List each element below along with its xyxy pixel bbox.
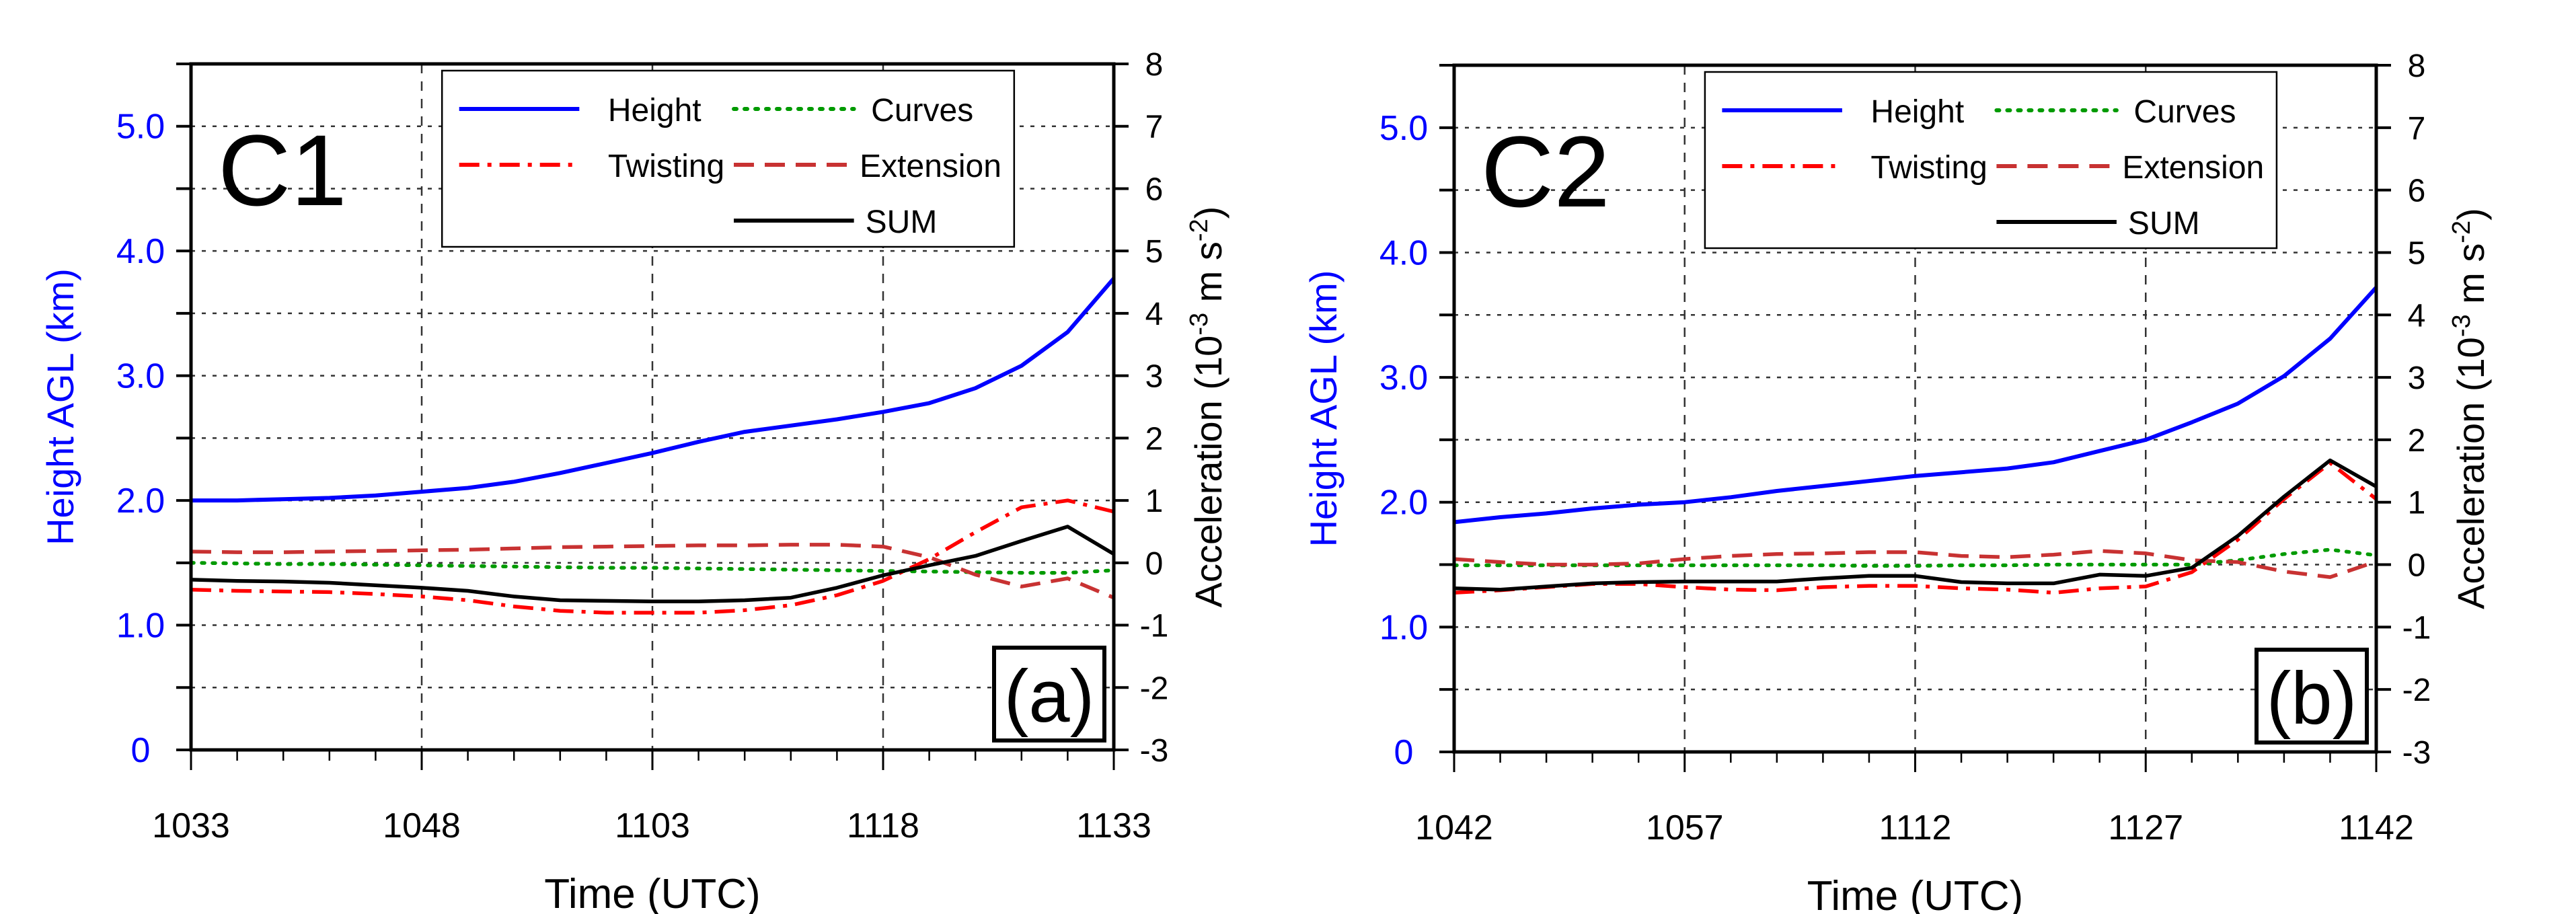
x-tick-label: 1033 [152, 806, 230, 845]
right-axis-title-part: -2 [2448, 221, 2476, 243]
x-tick-label: 1103 [615, 806, 690, 845]
series-line-curves [1452, 547, 2378, 568]
left-tick-label: 3.0 [1379, 358, 1428, 397]
x-tick-label: 1118 [847, 806, 919, 845]
x-tick-label: 1057 [1646, 808, 1724, 847]
legend-label-twisting: Twisting [608, 149, 724, 184]
left-tick-label: 0 [1394, 733, 1414, 772]
right-tick-label: 1 [2408, 486, 2426, 521]
right-tick-label: -2 [1140, 671, 1169, 706]
series-line-twisting [1453, 461, 2378, 595]
series-line-sum [190, 525, 1115, 604]
x-tick-label: 1042 [1415, 808, 1493, 847]
right-tick-label: 8 [2408, 48, 2426, 84]
panel-label-box [992, 646, 1106, 742]
legend-label-height: Height [1870, 94, 1964, 130]
right-tick-label: 2 [2408, 423, 2426, 459]
right-tick-label: 6 [1145, 172, 1164, 207]
panel-title: C1 [218, 114, 347, 227]
x-axis-title: Time (UTC) [544, 871, 760, 914]
legend-label-twisting: Twisting [1870, 150, 1987, 186]
legend-label-sum: SUM [2128, 206, 2200, 241]
legend-box [1704, 71, 2278, 250]
right-tick-label: 8 [1145, 47, 1164, 83]
x-tick-label: 1048 [383, 806, 461, 845]
right-axis-title-part: m s [2450, 243, 2492, 315]
right-axis-title-part: m s [1187, 241, 1229, 313]
right-axis-title: Acceleration (10-3 m s-2) [1185, 206, 1229, 608]
right-tick-label: 7 [1145, 110, 1164, 145]
panel-label-box [2255, 648, 2369, 745]
panel-a: -3 -2 -1 0 1 2 3 4 5 6 7 8 1033 1048 1103 1118 1133 0 1.0 2… [39, 47, 1229, 914]
right-tick-label: 0 [1145, 546, 1164, 582]
left-tick-label: 4.0 [116, 232, 165, 271]
legend-label-curves: Curves [871, 93, 973, 128]
legend-label-curves: Curves [2133, 94, 2236, 130]
panel-label: (b) [2267, 657, 2357, 740]
x-tick-label: 1133 [1076, 806, 1151, 845]
plot-frame [1452, 63, 2378, 754]
right-tick-label: 3 [2408, 360, 2426, 396]
right-axis-title-part: Acceleration (10 [1187, 336, 1229, 608]
right-axis-title-part: ) [1187, 206, 1229, 219]
plot-frame [189, 62, 1116, 752]
right-tick-label: 5 [1145, 234, 1164, 270]
right-tick-label: 0 [2408, 548, 2426, 584]
x-tick-label: 1127 [2108, 808, 2183, 847]
left-tick-label: 3.0 [116, 357, 165, 396]
right-tick-label: 7 [2408, 111, 2426, 147]
right-axis-title-part: -3 [2448, 314, 2476, 337]
right-tick-label: 4 [1145, 297, 1164, 332]
legend-label-height: Height [608, 93, 702, 128]
left-axis-title: Height AGL (km) [39, 268, 81, 545]
x-tick-label: 1142 [2339, 808, 2414, 847]
left-tick-label: 4.0 [1379, 233, 1428, 272]
legend-label-extension: Extension [860, 149, 1001, 184]
panel-label: (a) [1004, 655, 1094, 738]
right-tick-label: 6 [2408, 174, 2426, 209]
panel-title: C2 [1481, 115, 1610, 228]
right-axis-title-part: -3 [1185, 313, 1213, 336]
series-line-height [191, 277, 1116, 503]
x-tick-label: 1112 [1879, 808, 1952, 847]
right-tick-label: -3 [1140, 733, 1169, 769]
left-tick-label: 2.0 [1379, 484, 1428, 523]
right-axis-title-part: Acceleration (10 [2450, 337, 2492, 609]
right-tick-label: -2 [2402, 673, 2431, 708]
legend-label-sum: SUM [866, 204, 938, 240]
left-tick-label: 2.0 [116, 482, 165, 521]
series-line-sum [1453, 458, 2378, 592]
panel-b: -3 -2 -1 0 1 2 3 4 5 6 7 8 1042 1057 1112 1127 1142 0 1.0 2… [1302, 48, 2492, 914]
right-tick-label: -3 [2402, 735, 2431, 771]
left-tick-label: 1.0 [1379, 608, 1428, 647]
right-tick-label: 3 [1145, 359, 1164, 395]
right-tick-label: 1 [1145, 484, 1164, 519]
right-tick-label: 2 [1145, 421, 1164, 457]
left-tick-label: 1.0 [116, 607, 165, 646]
right-tick-label: -1 [2402, 610, 2431, 646]
x-axis-title: Time (UTC) [1807, 873, 2023, 914]
left-axis-title: Height AGL (km) [1302, 270, 1344, 547]
right-axis-title: Acceleration (10-3 m s-2) [2448, 208, 2492, 609]
right-axis-title-part: ) [2450, 208, 2492, 221]
left-tick-label: 0 [131, 731, 151, 770]
left-tick-label: 5.0 [1379, 109, 1428, 148]
legend-label-extension: Extension [2122, 150, 2264, 186]
left-tick-label: 5.0 [116, 108, 165, 147]
right-axis-title-part: -2 [1185, 219, 1213, 241]
right-tick-label: 4 [2408, 298, 2426, 334]
series-line-height [1453, 286, 2378, 525]
series-line-curves [189, 561, 1116, 575]
right-tick-label: 5 [2408, 235, 2426, 271]
right-tick-label: -1 [1140, 609, 1169, 644]
legend-box [441, 69, 1016, 248]
series-line-twisting [190, 498, 1114, 615]
